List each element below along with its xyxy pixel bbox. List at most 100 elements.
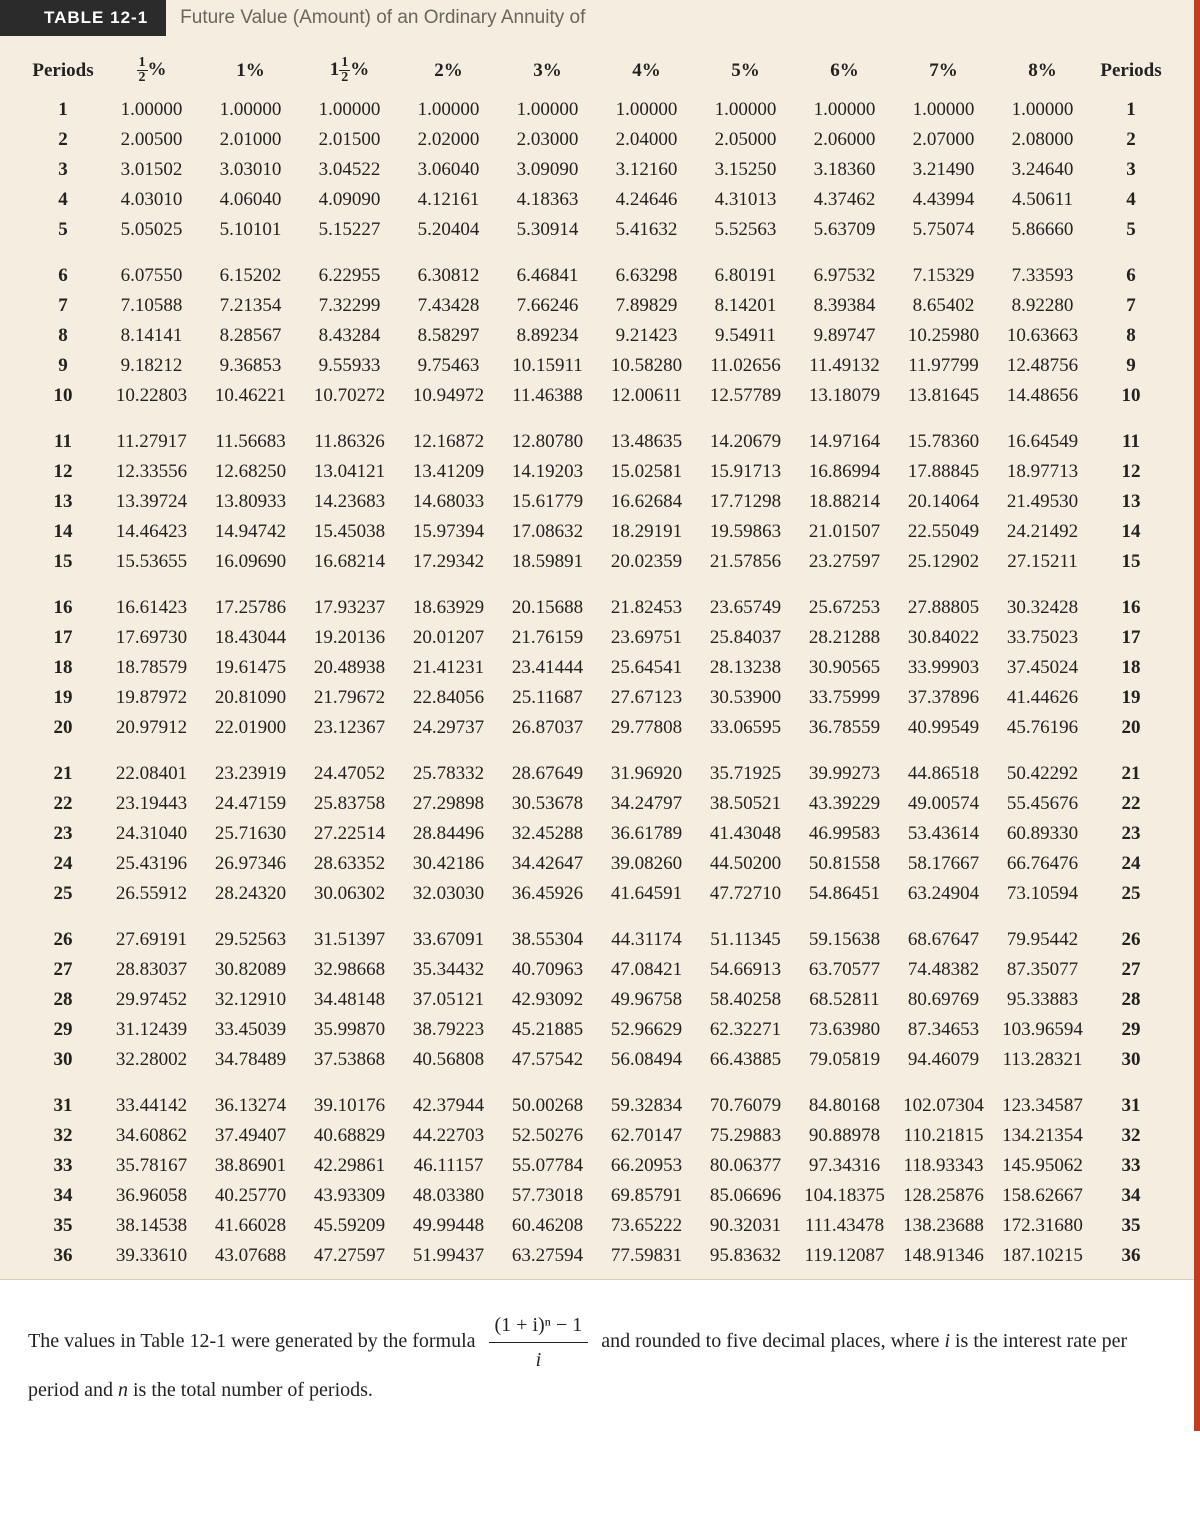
value-cell: 12.48756 xyxy=(993,351,1092,381)
value-cell: 30.06302 xyxy=(300,879,399,909)
period-cell-right: 31 xyxy=(1092,1091,1170,1121)
group-gap xyxy=(24,1075,1170,1091)
period-cell-left: 20 xyxy=(24,713,102,743)
period-cell-left: 31 xyxy=(24,1091,102,1121)
value-cell: 104.18375 xyxy=(795,1181,894,1211)
period-cell-left: 19 xyxy=(24,683,102,713)
value-cell: 6.15202 xyxy=(201,261,300,291)
value-cell: 7.89829 xyxy=(597,291,696,321)
value-cell: 51.11345 xyxy=(696,925,795,955)
value-cell: 6.30812 xyxy=(399,261,498,291)
value-cell: 15.97394 xyxy=(399,517,498,547)
value-cell: 5.30914 xyxy=(498,215,597,245)
value-cell: 10.15911 xyxy=(498,351,597,381)
value-cell: 11.02656 xyxy=(696,351,795,381)
value-cell: 40.99549 xyxy=(894,713,993,743)
table-page: TABLE 12-1 Future Value (Amount) of an O… xyxy=(0,0,1200,1431)
value-cell: 4.12161 xyxy=(399,185,498,215)
value-cell: 13.04121 xyxy=(300,457,399,487)
value-cell: 90.88978 xyxy=(795,1121,894,1151)
value-cell: 33.44142 xyxy=(102,1091,201,1121)
value-cell: 29.52563 xyxy=(201,925,300,955)
period-cell-left: 16 xyxy=(24,593,102,623)
period-cell-left: 34 xyxy=(24,1181,102,1211)
value-cell: 14.20679 xyxy=(696,427,795,457)
value-cell: 2.03000 xyxy=(498,125,597,155)
value-cell: 23.65749 xyxy=(696,593,795,623)
value-cell: 20.14064 xyxy=(894,487,993,517)
value-cell: 62.70147 xyxy=(597,1121,696,1151)
value-cell: 123.34587 xyxy=(993,1091,1092,1121)
value-cell: 55.45676 xyxy=(993,789,1092,819)
value-cell: 12.00611 xyxy=(597,381,696,411)
period-cell-right: 19 xyxy=(1092,683,1170,713)
value-cell: 12.80780 xyxy=(498,427,597,457)
value-cell: 3.06040 xyxy=(399,155,498,185)
value-cell: 25.64541 xyxy=(597,653,696,683)
value-cell: 14.23683 xyxy=(300,487,399,517)
table-row: 88.141418.285678.432848.582978.892349.21… xyxy=(24,321,1170,351)
value-cell: 28.21288 xyxy=(795,623,894,653)
value-cell: 42.93092 xyxy=(498,985,597,1015)
period-cell-left: 17 xyxy=(24,623,102,653)
period-cell-right: 3 xyxy=(1092,155,1170,185)
table-header: TABLE 12-1 Future Value (Amount) of an O… xyxy=(0,0,1194,36)
value-cell: 13.81645 xyxy=(894,381,993,411)
value-cell: 30.53900 xyxy=(696,683,795,713)
value-cell: 53.43614 xyxy=(894,819,993,849)
value-cell: 35.99870 xyxy=(300,1015,399,1045)
value-cell: 5.86660 xyxy=(993,215,1092,245)
value-cell: 50.00268 xyxy=(498,1091,597,1121)
value-cell: 40.56808 xyxy=(399,1045,498,1075)
value-cell: 7.33593 xyxy=(993,261,1092,291)
value-cell: 14.48656 xyxy=(993,381,1092,411)
period-cell-left: 23 xyxy=(24,819,102,849)
col-rate-4: 3% xyxy=(498,52,597,95)
value-cell: 43.07688 xyxy=(201,1241,300,1271)
value-cell: 20.15688 xyxy=(498,593,597,623)
value-cell: 187.10215 xyxy=(993,1241,1092,1271)
period-cell-right: 16 xyxy=(1092,593,1170,623)
footnote: The values in Table 12-1 were generated … xyxy=(0,1279,1194,1431)
footnote-formula: (1 + i)ⁿ − 1 i xyxy=(481,1310,597,1375)
value-cell: 16.09690 xyxy=(201,547,300,577)
value-cell: 17.29342 xyxy=(399,547,498,577)
period-cell-right: 18 xyxy=(1092,653,1170,683)
value-cell: 62.32271 xyxy=(696,1015,795,1045)
value-cell: 145.95062 xyxy=(993,1151,1092,1181)
value-cell: 46.11157 xyxy=(399,1151,498,1181)
period-cell-right: 13 xyxy=(1092,487,1170,517)
period-cell-left: 24 xyxy=(24,849,102,879)
value-cell: 17.71298 xyxy=(696,487,795,517)
annuity-table: Periods12%1%112%2%3%4%5%6%7%8%Periods 11… xyxy=(24,52,1170,1271)
value-cell: 12.33556 xyxy=(102,457,201,487)
table-row: 3335.7816738.8690142.2986146.1115755.077… xyxy=(24,1151,1170,1181)
value-cell: 118.93343 xyxy=(894,1151,993,1181)
value-cell: 15.91713 xyxy=(696,457,795,487)
value-cell: 29.97452 xyxy=(102,985,201,1015)
value-cell: 20.02359 xyxy=(597,547,696,577)
value-cell: 23.19443 xyxy=(102,789,201,819)
col-rate-9: 8% xyxy=(993,52,1092,95)
table-row: 55.050255.101015.152275.204045.309145.41… xyxy=(24,215,1170,245)
col-rate-6: 5% xyxy=(696,52,795,95)
value-cell: 19.59863 xyxy=(696,517,795,547)
value-cell: 2.01000 xyxy=(201,125,300,155)
value-cell: 10.25980 xyxy=(894,321,993,351)
period-cell-right: 32 xyxy=(1092,1121,1170,1151)
value-cell: 23.69751 xyxy=(597,623,696,653)
value-cell: 1.00000 xyxy=(894,95,993,125)
value-cell: 37.37896 xyxy=(894,683,993,713)
period-cell-left: 25 xyxy=(24,879,102,909)
value-cell: 24.21492 xyxy=(993,517,1092,547)
value-cell: 37.53868 xyxy=(300,1045,399,1075)
value-cell: 11.49132 xyxy=(795,351,894,381)
value-cell: 3.09090 xyxy=(498,155,597,185)
value-cell: 3.03010 xyxy=(201,155,300,185)
value-cell: 50.42292 xyxy=(993,759,1092,789)
value-cell: 33.75023 xyxy=(993,623,1092,653)
table-row: 3032.2800234.7848937.5386840.5680847.575… xyxy=(24,1045,1170,1075)
value-cell: 40.70963 xyxy=(498,955,597,985)
value-cell: 24.47159 xyxy=(201,789,300,819)
value-cell: 134.21354 xyxy=(993,1121,1092,1151)
